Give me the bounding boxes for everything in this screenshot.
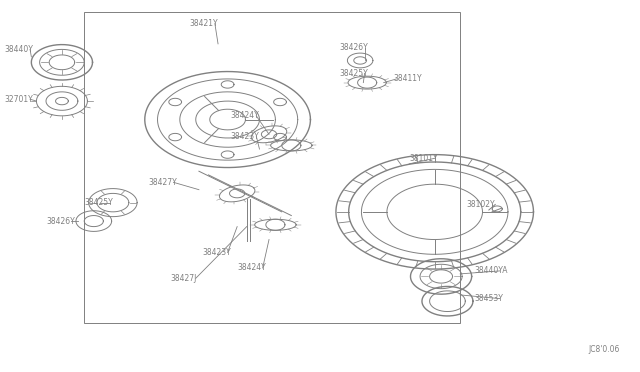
Text: 38424Y: 38424Y [237, 263, 266, 272]
Text: 38426Y: 38426Y [339, 43, 368, 52]
Text: 38423Y: 38423Y [231, 132, 260, 141]
Text: 38423Y: 38423Y [202, 248, 231, 257]
Text: 38440YA: 38440YA [474, 266, 508, 275]
Text: 38453Y: 38453Y [474, 294, 503, 303]
Text: 38427Y: 38427Y [148, 178, 177, 187]
Text: 38440Y: 38440Y [4, 45, 33, 54]
Text: 38421Y: 38421Y [189, 19, 218, 28]
Text: 38425Y: 38425Y [339, 69, 368, 78]
Text: 38424Y: 38424Y [231, 111, 260, 121]
Text: 32701Y: 32701Y [4, 95, 33, 104]
Text: JC8'0.06: JC8'0.06 [588, 345, 620, 354]
Text: 38101Y: 38101Y [409, 154, 438, 163]
Text: 38425Y: 38425Y [84, 198, 113, 207]
Text: 38411Y: 38411Y [394, 74, 422, 83]
Text: 38426Y: 38426Y [46, 217, 75, 225]
Text: 38427J: 38427J [170, 274, 196, 283]
Text: 38102Y: 38102Y [467, 200, 495, 209]
